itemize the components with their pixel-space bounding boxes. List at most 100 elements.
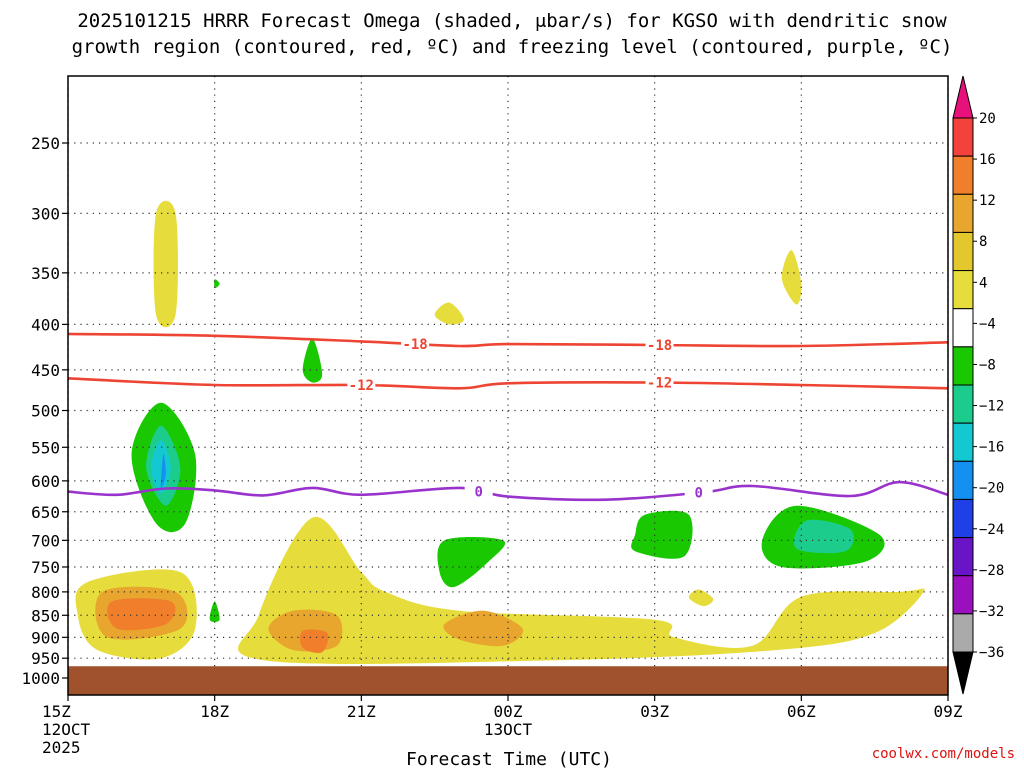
omega-region-15 — [107, 598, 176, 631]
contour-label-bg — [645, 337, 674, 354]
omega-region-17 — [238, 516, 925, 664]
chart-title-line-1: 2025101215 HRRR Forecast Omega (shaded, … — [77, 10, 947, 32]
omega-region-8 — [160, 454, 166, 488]
contour-line-dgz_bottom — [67, 377, 949, 390]
omega-region-20 — [443, 610, 524, 647]
contour-line-dgz_top — [67, 332, 949, 348]
y-tick-label-250: 250 — [31, 134, 60, 153]
colorbar-box-5 — [952, 308, 974, 348]
x-tick-label-13OCT: 13OCT — [484, 720, 533, 739]
omega-region-4 — [781, 250, 802, 305]
colorbar-label-12: −32 — [979, 604, 1004, 620]
omega-region-9 — [437, 537, 506, 588]
contour-label-freezing_level-0: 0 — [474, 484, 482, 500]
contour-label-dgz_top-1: -18 — [647, 338, 672, 354]
contour-label-dgz_bottom-1: -12 — [647, 376, 672, 392]
colorbar-box-13 — [952, 613, 974, 653]
colorbar-label-5: −4 — [979, 316, 996, 332]
colorbar-box-12 — [952, 575, 974, 615]
y-tick-label-800: 800 — [31, 583, 60, 602]
colorbar-bottom-triangle — [952, 651, 974, 695]
colorbar-box-6 — [952, 346, 974, 386]
colorbar-top-triangle — [952, 75, 974, 119]
y-tick-label-900: 900 — [31, 628, 60, 647]
omega-region-10 — [631, 510, 693, 559]
colorbar-box-4 — [952, 270, 974, 310]
colorbar-box-11 — [952, 537, 974, 577]
x-tick-label-12OCT: 12OCT — [42, 720, 91, 739]
colorbar-label-4: 4 — [979, 275, 987, 291]
y-tick-label-950: 950 — [31, 649, 60, 668]
colorbar-label-10: −24 — [979, 522, 1004, 538]
colorbar-box-8 — [952, 422, 974, 462]
x-tick-label-00Z: 00Z — [494, 702, 523, 721]
omega-region-16 — [209, 601, 220, 623]
omega-region-0 — [153, 200, 178, 328]
gridlines — [67, 76, 949, 667]
contour-label-bg — [464, 483, 493, 500]
y-tick-label-700: 700 — [31, 531, 60, 550]
colorbar-box-2 — [952, 193, 974, 233]
x-tick-label-15Z: 15Z — [42, 702, 71, 721]
chart-title-line-2: growth region (contoured, red, ºC) and f… — [72, 36, 953, 58]
y-tick-label-500: 500 — [31, 402, 60, 421]
colorbar-label-0: 20 — [979, 111, 996, 127]
y-tick-label-400: 400 — [31, 315, 60, 334]
contour-label-bg — [347, 376, 376, 393]
y-tick-label-750: 750 — [31, 558, 60, 577]
y-tick-label-300: 300 — [31, 204, 60, 223]
colorbar-label-3: 8 — [979, 234, 987, 250]
omega-region-12 — [793, 519, 854, 554]
colorbar-label-6: −8 — [979, 357, 996, 373]
contours: -18 -18 -12 -12 0 0 — [67, 332, 949, 502]
contour-label-bg — [684, 484, 713, 501]
y-axis: 250 300 350 400 450 500 550 600 650 700 750 800 850 9… — [21, 134, 68, 688]
colorbar-box-0 — [952, 117, 974, 157]
colorbar-label-2: 12 — [979, 193, 996, 209]
omega-region-3 — [302, 338, 323, 383]
x-tick-label-06Z: 06Z — [787, 702, 816, 721]
colorbar-box-1 — [952, 155, 974, 195]
contour-label-dgz_top-0: -18 — [402, 337, 427, 353]
contour-label-bg — [401, 335, 430, 352]
contour-label-bg — [645, 374, 674, 391]
x-tick-label-18Z: 18Z — [200, 702, 229, 721]
colorbar-label-8: −16 — [979, 440, 1004, 456]
omega-region-1 — [214, 279, 220, 289]
colorbar-box-7 — [952, 384, 974, 424]
y-tick-label-1000: 1000 — [21, 669, 60, 688]
omega-region-19 — [299, 629, 329, 653]
contour-label-dgz_bottom-0: -12 — [349, 378, 374, 394]
omega-shading — [75, 200, 925, 664]
omega-region-21 — [688, 589, 714, 607]
x-tick-label-21Z: 21Z — [347, 702, 376, 721]
x-tick-label-09Z: 09Z — [934, 702, 963, 721]
y-tick-label-600: 600 — [31, 472, 60, 491]
contour-label-freezing_level-1: 0 — [694, 486, 702, 502]
colorbar-box-3 — [952, 231, 974, 272]
colorbar: 20 16 12 8 4 −4 −8 −12 −16 −20 −24 −28 −32 −36 — [952, 75, 1004, 695]
credit-text: coolwx.com/models — [872, 746, 1015, 762]
y-tick-label-550: 550 — [31, 438, 60, 457]
x-tick-label-03Z: 03Z — [640, 702, 669, 721]
colorbar-label-13: −36 — [979, 645, 1004, 661]
colorbar-label-1: 16 — [979, 152, 996, 168]
plot-area: -18 -18 -12 -12 0 0 — [67, 75, 949, 696]
y-tick-label-450: 450 — [31, 361, 60, 380]
colorbar-box-10 — [952, 498, 974, 539]
colorbar-label-9: −20 — [979, 481, 1004, 497]
ground-below-surface — [68, 666, 948, 695]
omega-region-7 — [151, 440, 171, 494]
contour-line-freezing_level — [67, 480, 949, 502]
omega-region-2 — [434, 302, 464, 325]
colorbar-box-9 — [952, 460, 974, 500]
y-tick-label-350: 350 — [31, 264, 60, 283]
colorbar-label-11: −28 — [979, 563, 1004, 579]
colorbar-label-7: −12 — [979, 399, 1004, 415]
y-tick-label-650: 650 — [31, 503, 60, 522]
y-tick-label-850: 850 — [31, 606, 60, 625]
x-axis-label: Forecast Time (UTC) — [406, 749, 612, 768]
x-tick-label-2025: 2025 — [42, 738, 81, 757]
